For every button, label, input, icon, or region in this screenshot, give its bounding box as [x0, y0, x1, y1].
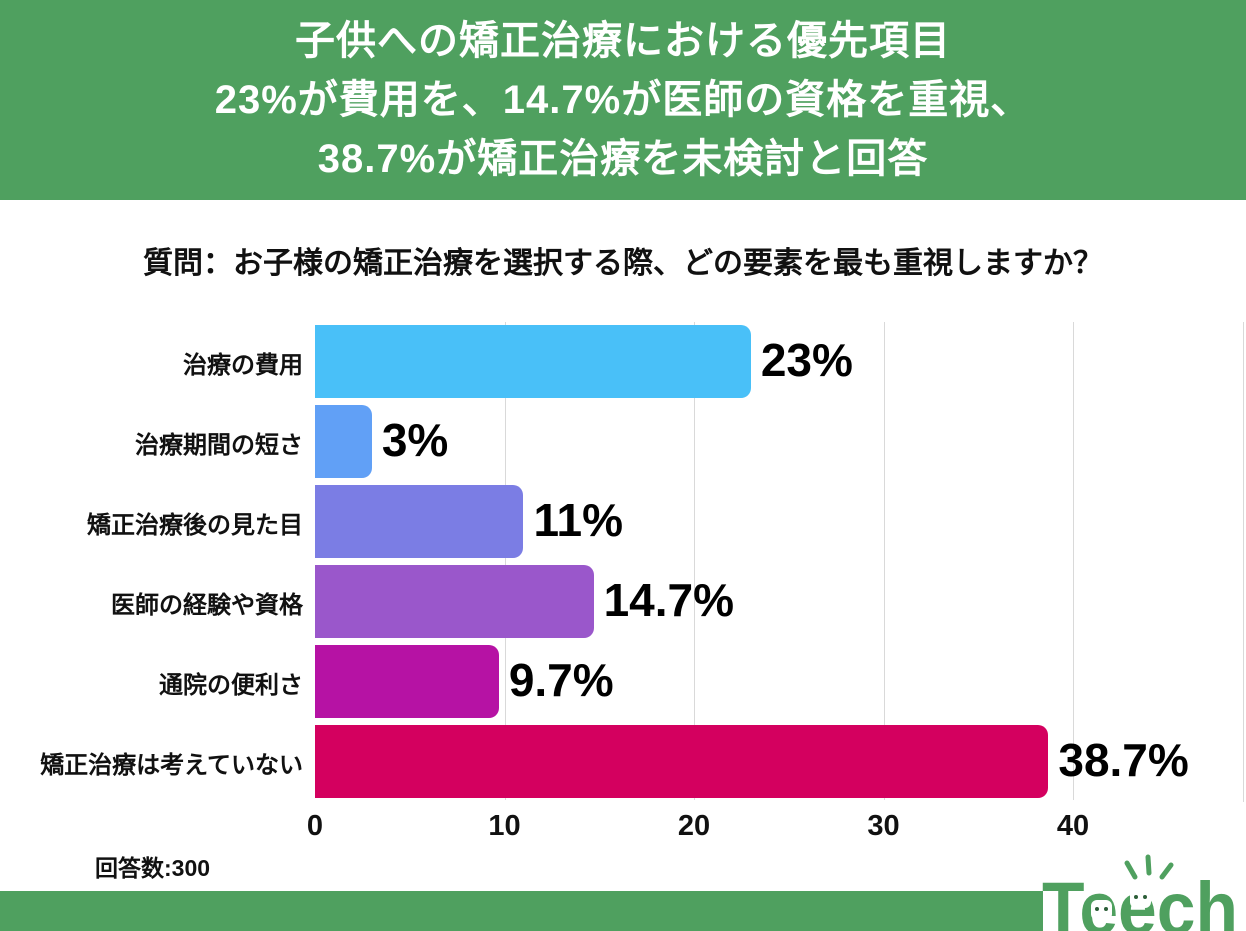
header-banner: 子供への矯正治療における優先項目 23%が費用を、14.7%が医師の資格を重視、… — [0, 0, 1246, 200]
title-line-2: 23%が費用を、14.7%が医師の資格を重視、 — [214, 77, 1032, 122]
footer-bar — [0, 891, 1043, 931]
bar-value-label: 23% — [760, 333, 853, 386]
category-label: 矯正治療は考えていない — [40, 751, 303, 779]
gridline — [694, 322, 695, 800]
bar-value-label: 11% — [533, 493, 623, 546]
x-axis: 0 10 20 30 40 — [307, 810, 1243, 846]
gridline — [504, 322, 506, 800]
category-labels: 治療の費用 治療期間の短さ 矯正治療後の見た目 医師の経験や資格 通院の便利さ … — [0, 322, 303, 802]
bar-row: 38.7% — [315, 722, 1243, 802]
bar-chart-plot: 23% 3% 11% 14.7% 9.7% 38.7% — [315, 322, 1244, 802]
tooth-icon — [1091, 900, 1112, 920]
bar — [315, 325, 751, 398]
x-tick-label: 40 — [1056, 810, 1090, 842]
bar — [315, 725, 1049, 798]
category-label: 治療の費用 — [183, 351, 303, 379]
x-tick-label: 0 — [306, 810, 324, 842]
category-label: 治療期間の短さ — [135, 431, 303, 459]
title-line-1: 子供への矯正治療における優先項目 — [295, 18, 951, 63]
bar — [315, 405, 372, 478]
bar-row: 14.7% — [315, 562, 1243, 642]
bar-row: 11% — [315, 482, 1243, 562]
bar-value-label: 38.7% — [1058, 733, 1189, 786]
respondent-count: 回答数:300 — [95, 855, 211, 881]
category-label: 矯正治療後の見た目 — [87, 511, 303, 539]
category-label: 医師の経験や資格 — [111, 591, 303, 619]
spark-icon — [1124, 854, 1174, 880]
title-line-3: 38.7%が矯正治療を未検討と回答 — [317, 136, 929, 181]
tooth-icon — [1130, 888, 1151, 908]
bar-row: 9.7% — [315, 642, 1243, 722]
bar-row: 23% — [315, 322, 1243, 402]
bar-row: 3% — [315, 402, 1243, 482]
survey-question: 質問：お子様の矯正治療を選択する際、どの要素を最も重視しますか？ — [143, 247, 1103, 280]
bar — [315, 645, 499, 718]
bar-value-label: 14.7% — [603, 573, 734, 626]
gridline — [1073, 322, 1074, 800]
bar — [315, 485, 524, 558]
x-tick-label: 30 — [867, 810, 900, 842]
x-tick-label: 10 — [488, 810, 521, 842]
gridline — [883, 322, 885, 800]
teech-logo: Teech — [1034, 850, 1246, 931]
bar-value-label: 3% — [381, 413, 449, 466]
bar — [315, 565, 594, 638]
x-tick-label: 20 — [677, 810, 711, 842]
bar-value-label: 9.7% — [508, 653, 614, 706]
category-label: 通院の便利さ — [159, 671, 303, 699]
